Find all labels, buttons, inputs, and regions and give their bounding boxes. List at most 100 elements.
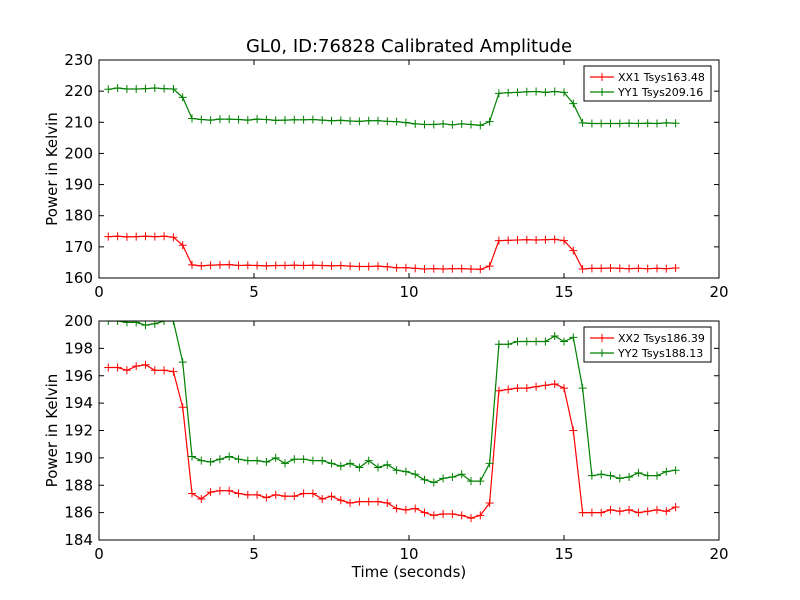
data-point bbox=[262, 115, 271, 124]
data-point bbox=[113, 84, 122, 93]
data-point bbox=[113, 363, 122, 372]
data-point bbox=[150, 84, 159, 93]
data-point bbox=[476, 121, 485, 130]
data-point bbox=[318, 456, 327, 465]
data-point bbox=[355, 497, 364, 506]
data-point bbox=[364, 116, 373, 125]
data-point bbox=[234, 489, 243, 498]
data-point bbox=[355, 463, 364, 472]
data-point bbox=[374, 116, 382, 125]
data-point bbox=[234, 455, 243, 464]
data-point bbox=[625, 505, 634, 514]
data-point bbox=[290, 261, 299, 270]
data-point bbox=[634, 119, 643, 128]
data-point bbox=[448, 473, 457, 482]
data-point bbox=[141, 84, 150, 93]
data-point bbox=[169, 84, 178, 93]
data-point bbox=[429, 511, 438, 520]
data-point bbox=[467, 264, 475, 273]
data-point bbox=[122, 232, 131, 241]
data-point bbox=[522, 384, 531, 393]
legend-box bbox=[583, 65, 712, 102]
data-point bbox=[467, 477, 475, 486]
data-point bbox=[587, 119, 596, 128]
data-point bbox=[513, 236, 522, 245]
data-point bbox=[625, 473, 634, 482]
data-point bbox=[597, 119, 606, 128]
series-2-group bbox=[104, 321, 680, 487]
data-point bbox=[569, 333, 578, 342]
data-point bbox=[234, 261, 243, 270]
data-point bbox=[122, 366, 131, 375]
data-point bbox=[346, 499, 355, 508]
data-point bbox=[215, 115, 224, 124]
data-point bbox=[281, 492, 289, 501]
data-point bbox=[392, 466, 401, 475]
data-point bbox=[150, 232, 159, 241]
data-point bbox=[290, 492, 299, 501]
data-point bbox=[560, 236, 568, 245]
data-point bbox=[420, 475, 429, 484]
x-tick-label: 15 bbox=[554, 545, 573, 563]
data-point bbox=[541, 337, 550, 346]
data-point bbox=[569, 246, 578, 255]
data-point bbox=[327, 116, 336, 125]
data-point bbox=[420, 120, 429, 129]
data-point bbox=[532, 337, 541, 346]
data-point bbox=[383, 117, 392, 126]
data-point bbox=[587, 471, 596, 480]
data-point bbox=[625, 264, 634, 273]
data-point bbox=[560, 88, 568, 97]
data-point bbox=[160, 321, 169, 325]
data-point bbox=[336, 462, 345, 471]
x-tick-label: 20 bbox=[709, 283, 728, 301]
data-point bbox=[308, 456, 317, 465]
data-point bbox=[132, 321, 141, 327]
data-point bbox=[271, 116, 280, 125]
data-point bbox=[262, 493, 271, 502]
data-point bbox=[104, 85, 113, 94]
data-point bbox=[253, 115, 262, 124]
y-tick-label: 230 bbox=[64, 51, 93, 69]
data-point bbox=[448, 120, 457, 129]
data-point bbox=[606, 264, 615, 273]
data-point bbox=[634, 468, 643, 477]
data-point bbox=[467, 120, 475, 129]
data-point bbox=[550, 87, 559, 96]
data-point bbox=[494, 89, 503, 98]
data-point bbox=[420, 508, 429, 517]
data-point bbox=[448, 509, 457, 518]
data-point bbox=[671, 119, 680, 128]
data-point bbox=[653, 264, 661, 273]
data-point bbox=[197, 456, 206, 465]
data-point bbox=[374, 463, 382, 472]
data-point bbox=[597, 508, 606, 517]
data-point bbox=[290, 115, 299, 124]
data-point bbox=[113, 232, 122, 241]
data-point bbox=[643, 119, 652, 128]
data-point bbox=[448, 264, 457, 273]
data-point bbox=[532, 236, 541, 245]
y-tick-label: 192 bbox=[64, 422, 93, 440]
data-point bbox=[271, 453, 280, 462]
data-point bbox=[513, 337, 522, 346]
data-point bbox=[569, 99, 578, 108]
data-point bbox=[262, 261, 271, 270]
data-point bbox=[662, 507, 671, 516]
y-tick-label: 200 bbox=[64, 144, 93, 162]
data-point bbox=[364, 456, 373, 465]
y-axis-label: Power in Kelvin bbox=[43, 112, 61, 226]
data-point bbox=[132, 362, 141, 371]
data-point bbox=[132, 232, 141, 241]
data-point bbox=[336, 496, 345, 505]
x-tick-label: 5 bbox=[249, 545, 259, 563]
data-point bbox=[243, 116, 252, 125]
data-point bbox=[336, 261, 345, 270]
data-point bbox=[504, 88, 513, 97]
data-point bbox=[671, 264, 680, 273]
data-point bbox=[197, 494, 206, 503]
data-point bbox=[308, 115, 317, 124]
subplot-2: 0 5 10 15 20 184 186 188 190 192 194 196 198 200 Power… bbox=[43, 312, 729, 563]
data-point bbox=[364, 497, 373, 506]
data-point bbox=[615, 264, 624, 273]
